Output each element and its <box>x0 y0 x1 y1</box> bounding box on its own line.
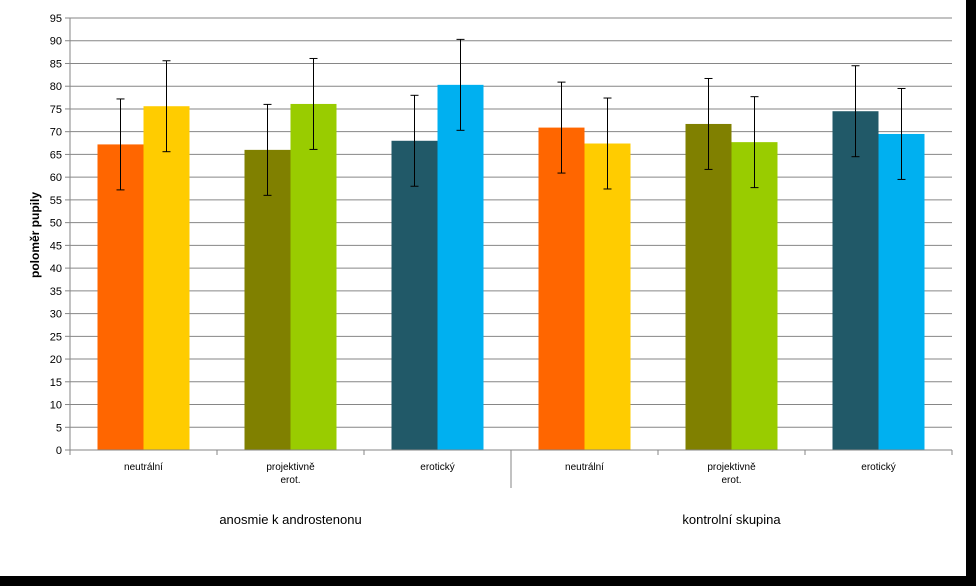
bar <box>290 103 337 451</box>
axes <box>65 17 953 488</box>
y-tick-label: 5 <box>56 422 62 434</box>
y-tick-label: 70 <box>50 127 62 139</box>
bar-chart: 0 5 10 15 20 25 30 35 40 45 50 55 60 65 70 75 80 85 90 95 ne… <box>28 13 953 527</box>
bar <box>538 127 585 450</box>
y-tick-label: 40 <box>50 263 62 275</box>
category-label: erotický <box>420 462 454 473</box>
gridlines <box>70 17 952 451</box>
category-label: projektivně <box>707 462 756 473</box>
category-label: neutrální <box>565 462 604 473</box>
y-tick-label: 95 <box>50 13 62 25</box>
category-label: erot. <box>721 475 741 486</box>
y-tick-label: 45 <box>50 240 62 252</box>
y-tick-label: 75 <box>50 104 62 116</box>
chart-frame: 0 5 10 15 20 25 30 35 40 45 50 55 60 65 70 75 80 85 90 95 ne… <box>0 0 966 576</box>
y-tick-label: 30 <box>50 309 62 321</box>
bar <box>437 84 484 450</box>
y-tick-label: 60 <box>50 172 62 184</box>
category-label: projektivně <box>266 462 315 473</box>
y-tick-label: 90 <box>50 36 62 48</box>
y-tick-label: 20 <box>50 354 62 366</box>
y-tick-label: 85 <box>50 58 62 70</box>
category-label: neutrální <box>124 462 163 473</box>
bar <box>244 149 291 450</box>
bar <box>731 142 778 450</box>
y-tick-label: 0 <box>56 445 62 457</box>
y-tick-label: 15 <box>50 377 62 389</box>
bar <box>584 143 631 450</box>
labels: 0 5 10 15 20 25 30 35 40 45 50 55 60 65 70 75 80 85 90 95 ne… <box>50 13 896 527</box>
bar <box>832 111 879 450</box>
y-tick-label: 35 <box>50 286 62 298</box>
bar <box>143 106 190 451</box>
bars <box>97 84 925 451</box>
y-axis-title: poloměr pupily <box>28 192 42 278</box>
y-tick-label: 10 <box>50 400 62 412</box>
bar <box>97 144 144 450</box>
y-tick-label: 80 <box>50 81 62 93</box>
y-tick-label: 55 <box>50 195 62 207</box>
bar <box>391 140 438 451</box>
error-bars <box>116 38 906 196</box>
bar <box>878 133 925 451</box>
group-label: anosmie k androstenonu <box>219 512 361 527</box>
y-tick-label: 50 <box>50 218 62 230</box>
category-label: erotický <box>861 462 895 473</box>
y-tick-label: 65 <box>50 149 62 161</box>
group-label: kontrolní skupina <box>682 512 781 527</box>
category-label: erot. <box>280 475 300 486</box>
bar <box>685 123 732 451</box>
y-tick-label: 25 <box>50 331 62 343</box>
